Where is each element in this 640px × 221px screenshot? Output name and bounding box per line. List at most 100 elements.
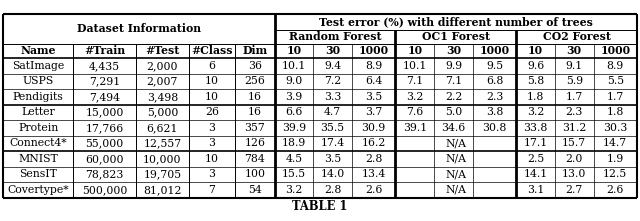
Text: 78,823: 78,823 <box>85 169 124 179</box>
Text: 4.7: 4.7 <box>324 107 341 117</box>
Text: 60,000: 60,000 <box>85 154 124 164</box>
Text: 3.7: 3.7 <box>365 107 382 117</box>
Text: 16.2: 16.2 <box>362 138 386 148</box>
Text: 7.2: 7.2 <box>324 76 341 86</box>
Text: 9.0: 9.0 <box>285 76 303 86</box>
Text: 9.5: 9.5 <box>486 61 503 71</box>
Text: 14.1: 14.1 <box>524 169 548 179</box>
Text: 13.4: 13.4 <box>362 169 386 179</box>
Text: 34.6: 34.6 <box>442 123 465 133</box>
Text: N/A: N/A <box>445 185 467 195</box>
Text: 2.0: 2.0 <box>566 154 583 164</box>
Text: 126: 126 <box>244 138 266 148</box>
Text: 10: 10 <box>528 46 543 57</box>
Text: 33.8: 33.8 <box>524 123 548 133</box>
Text: 36: 36 <box>248 61 262 71</box>
Text: 2,007: 2,007 <box>147 76 178 86</box>
Text: Pendigits: Pendigits <box>13 92 63 102</box>
Text: 2.6: 2.6 <box>607 185 624 195</box>
Text: 2.2: 2.2 <box>445 92 462 102</box>
Text: SensIT: SensIT <box>19 169 57 179</box>
Text: 6: 6 <box>209 61 216 71</box>
Text: 10.1: 10.1 <box>403 61 427 71</box>
Text: 81,012: 81,012 <box>143 185 182 195</box>
Text: 10.1: 10.1 <box>282 61 306 71</box>
Text: 1.9: 1.9 <box>607 154 624 164</box>
Text: #Class: #Class <box>191 46 233 57</box>
Text: 16: 16 <box>248 92 262 102</box>
Text: 35.5: 35.5 <box>321 123 345 133</box>
Text: 30.8: 30.8 <box>483 123 507 133</box>
Text: 1.7: 1.7 <box>566 92 583 102</box>
Text: 8.9: 8.9 <box>365 61 382 71</box>
Text: 6.8: 6.8 <box>486 76 503 86</box>
Text: 19,705: 19,705 <box>143 169 182 179</box>
Text: 3.5: 3.5 <box>365 92 382 102</box>
Text: N/A: N/A <box>445 169 467 179</box>
Text: 4.5: 4.5 <box>285 154 303 164</box>
Text: 7.6: 7.6 <box>406 107 424 117</box>
Text: Connect4*: Connect4* <box>9 138 67 148</box>
Text: 3.9: 3.9 <box>285 92 303 102</box>
Text: 9.6: 9.6 <box>527 61 544 71</box>
Text: CO2 Forest: CO2 Forest <box>543 32 611 42</box>
Text: 15.7: 15.7 <box>562 138 586 148</box>
Text: 10: 10 <box>407 46 422 57</box>
Text: 12,557: 12,557 <box>143 138 182 148</box>
Text: 26: 26 <box>205 107 219 117</box>
Text: TABLE 1: TABLE 1 <box>292 200 348 213</box>
Text: 1000: 1000 <box>479 46 509 57</box>
Text: 10: 10 <box>287 46 301 57</box>
Text: 3: 3 <box>209 138 216 148</box>
Text: 13.0: 13.0 <box>562 169 586 179</box>
Text: 3: 3 <box>209 123 216 133</box>
Text: 2.3: 2.3 <box>486 92 503 102</box>
Text: 9.9: 9.9 <box>445 61 462 71</box>
Text: N/A: N/A <box>445 154 467 164</box>
Text: 3.2: 3.2 <box>285 185 303 195</box>
Text: 3.5: 3.5 <box>324 154 341 164</box>
Text: 100: 100 <box>244 169 266 179</box>
Text: 2.5: 2.5 <box>527 154 544 164</box>
Text: #Train: #Train <box>84 46 125 57</box>
Text: Covertype*: Covertype* <box>7 185 69 195</box>
Text: 30: 30 <box>325 46 340 57</box>
Text: 784: 784 <box>244 154 265 164</box>
Text: 54: 54 <box>248 185 262 195</box>
Text: 3.8: 3.8 <box>486 107 503 117</box>
Text: 5,000: 5,000 <box>147 107 178 117</box>
Text: 6,621: 6,621 <box>147 123 178 133</box>
Text: Protein: Protein <box>18 123 58 133</box>
Text: 2.8: 2.8 <box>365 154 383 164</box>
Text: 14.0: 14.0 <box>321 169 345 179</box>
Text: 2.3: 2.3 <box>566 107 583 117</box>
Text: 1.8: 1.8 <box>527 92 544 102</box>
Text: 30: 30 <box>566 46 582 57</box>
Text: 2.6: 2.6 <box>365 185 383 195</box>
Text: 7: 7 <box>209 185 215 195</box>
Text: Random Forest: Random Forest <box>289 32 381 42</box>
Text: 357: 357 <box>244 123 265 133</box>
Text: 3.1: 3.1 <box>527 185 544 195</box>
Text: 1.7: 1.7 <box>607 92 624 102</box>
Text: 5.0: 5.0 <box>445 107 462 117</box>
Text: 4,435: 4,435 <box>89 61 120 71</box>
Text: Test error (%) with different number of trees: Test error (%) with different number of … <box>319 17 593 27</box>
Text: Name: Name <box>20 46 56 57</box>
Text: 9.4: 9.4 <box>324 61 341 71</box>
Text: MNIST: MNIST <box>18 154 58 164</box>
Text: 2.7: 2.7 <box>566 185 583 195</box>
Text: 7,494: 7,494 <box>89 92 120 102</box>
Text: 5.9: 5.9 <box>566 76 583 86</box>
Text: 30.3: 30.3 <box>603 123 627 133</box>
Text: Dataset Information: Dataset Information <box>77 23 201 34</box>
Text: OC1 Forest: OC1 Forest <box>422 32 490 42</box>
Text: 2,000: 2,000 <box>147 61 178 71</box>
Text: 3.2: 3.2 <box>406 92 424 102</box>
Text: 16: 16 <box>248 107 262 117</box>
Text: Letter: Letter <box>21 107 55 117</box>
Text: 30.9: 30.9 <box>362 123 386 133</box>
Text: 6.6: 6.6 <box>285 107 303 117</box>
Text: 14.7: 14.7 <box>604 138 627 148</box>
Text: 3.3: 3.3 <box>324 92 341 102</box>
